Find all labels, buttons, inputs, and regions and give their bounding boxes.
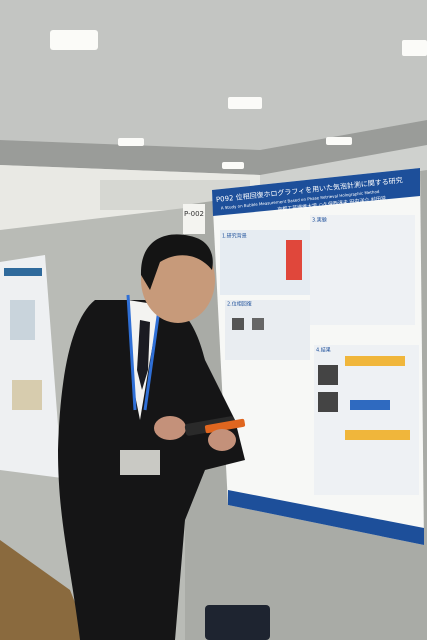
hand	[208, 429, 236, 451]
poster-figure	[232, 318, 244, 330]
poster-figure	[286, 240, 302, 280]
poster-footer	[228, 490, 424, 545]
poster-figure	[318, 392, 338, 412]
ceiling-light	[222, 162, 244, 169]
tie	[137, 320, 150, 390]
poster-number: P-002	[184, 210, 204, 218]
poster: P092 位相回復ホログラフィを用いた気泡計測に関する研究 A Study on…	[212, 168, 424, 545]
ceiling-light	[228, 97, 262, 109]
ceiling-light	[402, 40, 427, 56]
hair	[140, 234, 213, 290]
ceiling-light	[50, 30, 98, 50]
number-card	[183, 204, 205, 234]
poster-header	[212, 168, 420, 216]
section-heading: 4.結果	[316, 347, 331, 354]
person	[58, 234, 246, 640]
poster-panel	[310, 215, 415, 325]
section-heading: 2.位相回復	[227, 301, 252, 308]
ceiling-light	[118, 138, 144, 146]
lanyard	[126, 294, 162, 411]
poster-figure	[318, 365, 338, 385]
poster-label	[345, 356, 405, 366]
ceiling-edge	[0, 120, 427, 175]
poster-figure	[252, 318, 264, 330]
ceiling-light	[326, 137, 352, 145]
left-poster-figure	[12, 380, 42, 410]
badge	[120, 450, 160, 475]
poster-label	[350, 400, 390, 410]
hand	[154, 416, 186, 440]
left-poster-header	[4, 268, 42, 276]
bag	[205, 605, 270, 640]
phone-case	[204, 418, 246, 434]
floor	[0, 540, 90, 640]
section-heading: 3.実験	[312, 217, 327, 224]
section-heading: 1.研究背景	[222, 233, 247, 240]
ceiling-panel	[0, 0, 427, 150]
poster-label	[345, 430, 410, 440]
left-poster-figure	[10, 300, 35, 340]
